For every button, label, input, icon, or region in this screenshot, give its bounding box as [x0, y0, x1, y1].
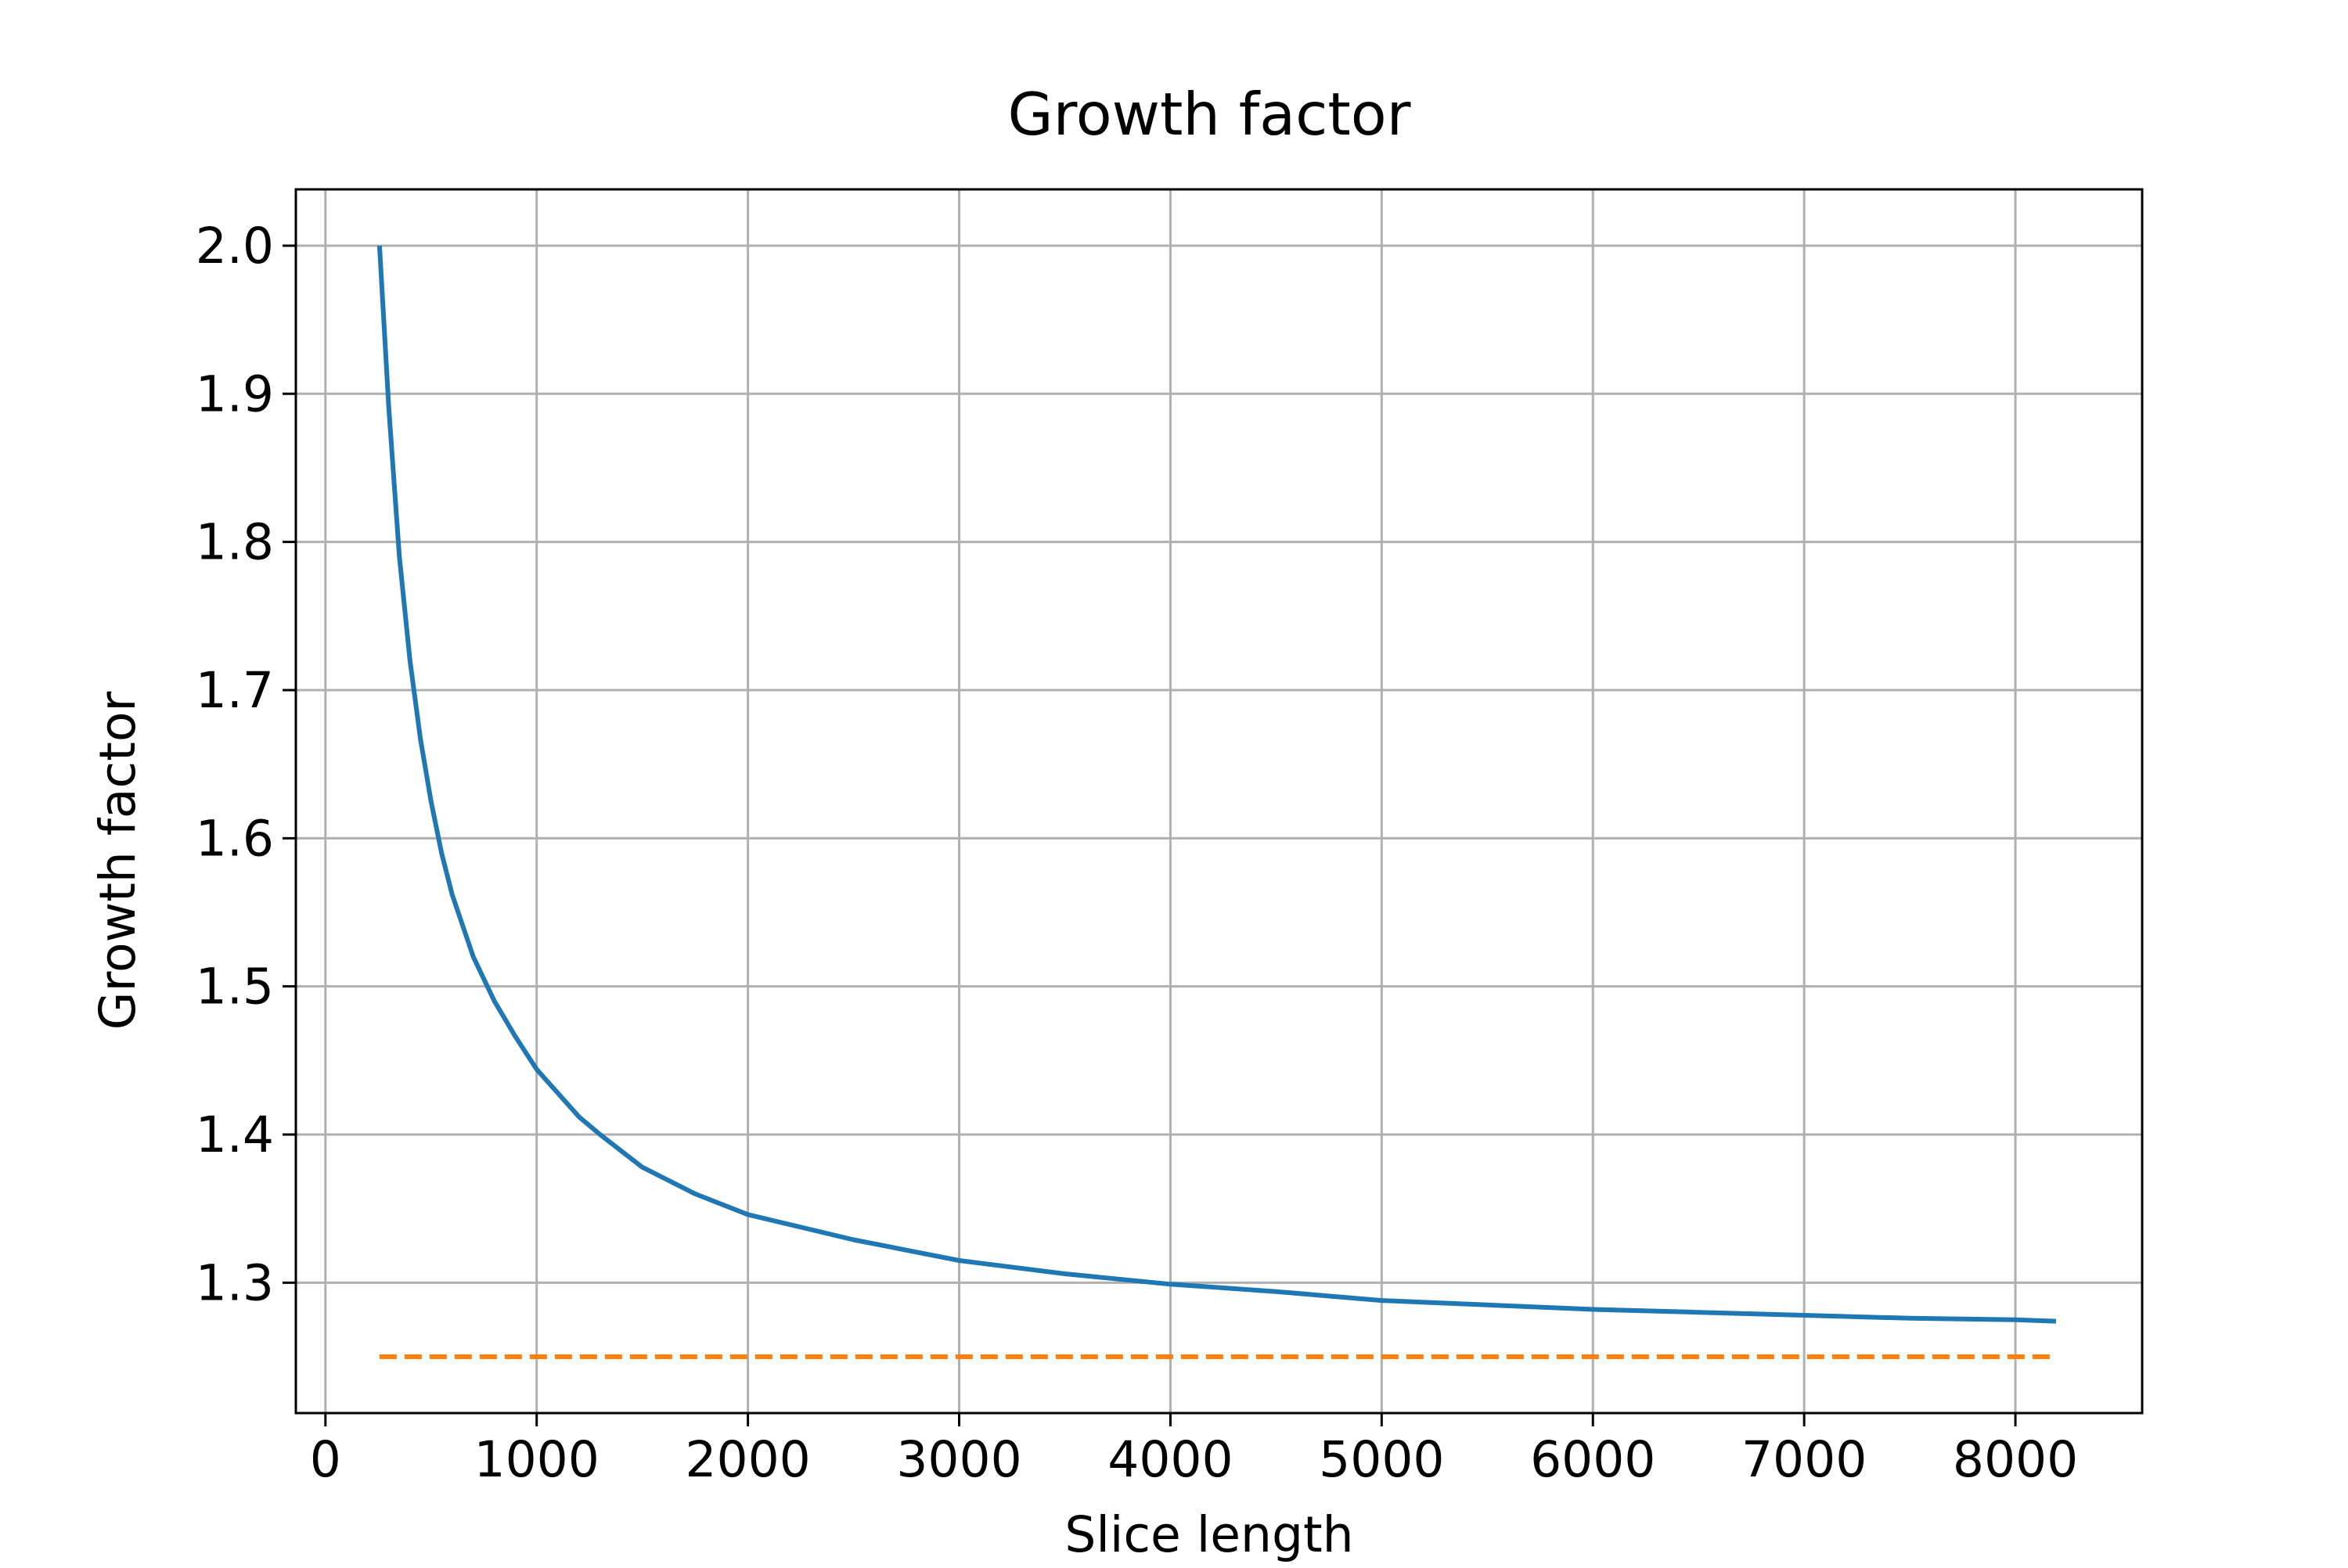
x-tick-label: 6000 [1530, 1431, 1655, 1488]
y-tick-label: 1.4 [196, 1106, 274, 1163]
y-tick-label: 1.7 [196, 662, 274, 719]
x-tick-label: 8000 [1953, 1431, 2078, 1488]
x-tick-label: 2000 [685, 1431, 810, 1488]
x-tick-label: 3000 [896, 1431, 1021, 1488]
x-tick-label: 7000 [1741, 1431, 1867, 1488]
y-tick-label: 2.0 [196, 218, 274, 275]
x-tick-label: 0 [310, 1431, 341, 1488]
chart-title: Growth factor [1007, 80, 1410, 149]
series-line [376, 245, 2057, 1324]
y-axis-label: Growth factor [89, 692, 146, 1030]
plot-frame [294, 188, 2144, 1415]
y-tick-label: 1.6 [196, 810, 274, 867]
series-layer [376, 245, 2057, 1359]
x-tick-label: 1000 [474, 1431, 600, 1488]
y-tick-label: 1.5 [196, 958, 274, 1016]
y-tick-label: 1.9 [196, 365, 274, 423]
tick-layer: 0 1000 2000 3000 4000 5000 6000 7000 8000 1.3 1.4 1… [196, 218, 2078, 1488]
x-tick-label: 4000 [1107, 1431, 1233, 1488]
y-tick-label: 1.8 [196, 514, 274, 571]
x-tick-label: 5000 [1319, 1431, 1444, 1488]
y-tick-label: 1.3 [196, 1254, 274, 1311]
x-axis-label: Slice length [1064, 1506, 1353, 1563]
